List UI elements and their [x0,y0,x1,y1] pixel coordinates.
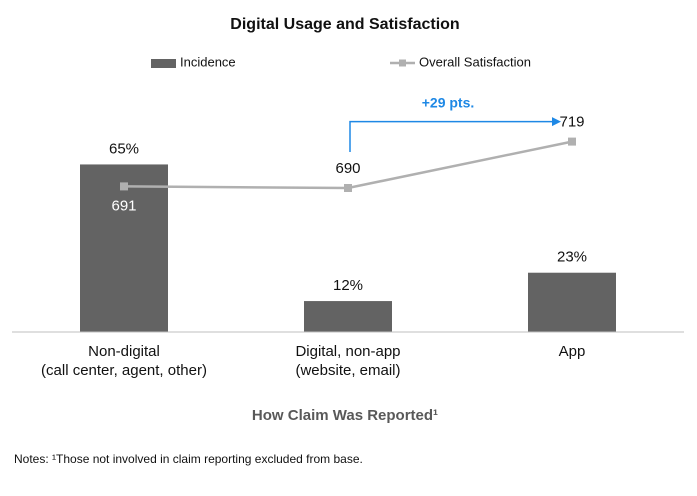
line-value-label: 690 [335,160,360,177]
legend-label: Incidence [180,54,236,69]
x-axis-title: How Claim Was Reported¹ [252,407,438,424]
line-value-label: 719 [559,114,584,131]
x-tick-label: Digital, non-app [295,343,400,360]
bar [80,164,168,332]
bar [528,272,616,332]
x-tick-label: (website, email) [295,362,400,379]
bar-value-label: 23% [557,249,587,266]
line-marker [120,182,128,191]
x-tick-label: App [559,343,586,360]
annotation-arrow [349,120,554,152]
annotation-arrowhead [552,117,561,127]
bar-value-label: 12% [333,277,363,294]
legend-marker [399,59,406,67]
bar-value-label: 65% [109,140,139,157]
line-marker [344,184,352,192]
x-tick-label: Non-digital [88,343,160,360]
notes: Notes: ¹Those not involved in claim repo… [14,452,363,466]
x-tick-label: (call center, agent, other) [41,362,207,379]
line-value-label: 691 [111,197,136,214]
legend-swatch [151,59,176,68]
bar [304,301,392,332]
chart-title: Digital Usage and Satisfaction [230,16,459,33]
line-marker [568,137,576,146]
legend-label: Overall Satisfaction [419,54,531,69]
annotation-label: +29 pts. [422,94,475,110]
